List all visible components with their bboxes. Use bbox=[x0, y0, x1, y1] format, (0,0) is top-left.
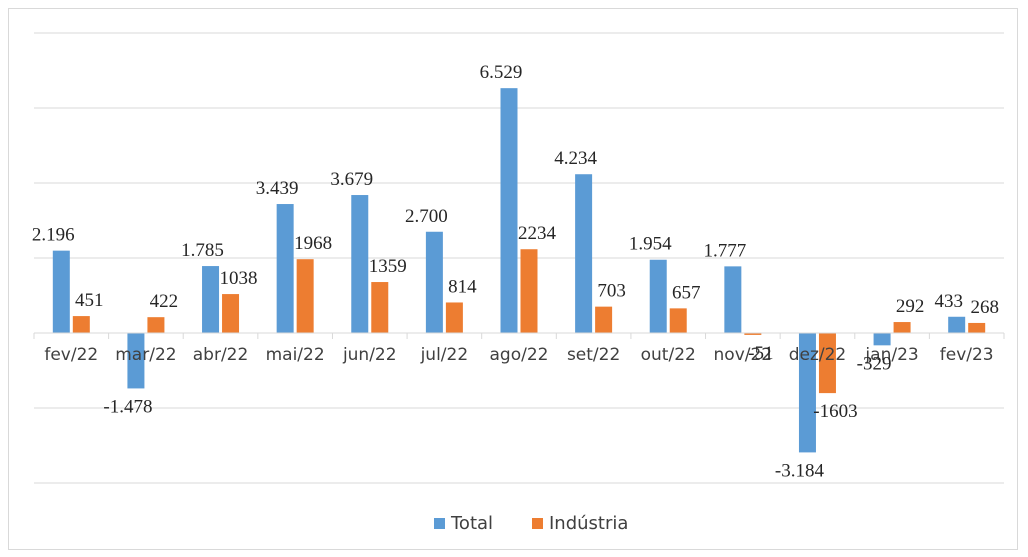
label-industria-10: -1603 bbox=[813, 401, 857, 422]
bar-industria-6 bbox=[520, 249, 538, 333]
category-label: abr/22 bbox=[193, 345, 249, 365]
data-labels: 2.196 451 -1.478 422 1.785 1038 3.439 1968 3.679… bbox=[32, 62, 999, 481]
bar-industria-0 bbox=[72, 316, 90, 333]
label-total-8: 1.954 bbox=[629, 234, 672, 255]
category-label: fev/23 bbox=[940, 345, 994, 365]
label-total-1: -1.478 bbox=[103, 396, 152, 417]
label-industria-6: 2234 bbox=[518, 223, 557, 244]
label-industria-4: 1359 bbox=[369, 256, 407, 277]
bar-total-3 bbox=[276, 204, 294, 333]
category-label: nov/22 bbox=[714, 345, 773, 365]
gridlines bbox=[34, 32, 1004, 484]
bar-industria-2 bbox=[222, 294, 240, 333]
label-industria-7: 703 bbox=[597, 281, 626, 302]
label-industria-8: 657 bbox=[672, 282, 701, 303]
legend-swatch bbox=[532, 518, 543, 529]
legend-label: Indústria bbox=[549, 513, 628, 534]
label-industria-2: 1038 bbox=[220, 268, 258, 289]
bars bbox=[52, 88, 986, 453]
bar-total-2 bbox=[202, 266, 220, 333]
label-total-9: 1.777 bbox=[703, 240, 746, 261]
label-total-10: -3.184 bbox=[775, 460, 825, 481]
category-label: set/22 bbox=[567, 345, 620, 365]
bar-total-7 bbox=[575, 174, 593, 333]
label-total-3: 3.439 bbox=[256, 178, 299, 199]
label-total-12: 433 bbox=[934, 291, 963, 312]
label-industria-5: 814 bbox=[448, 276, 477, 297]
bar-total-4 bbox=[351, 195, 369, 333]
bar-total-10 bbox=[798, 333, 816, 453]
legend-label: Total bbox=[450, 513, 493, 534]
label-industria-1: 422 bbox=[150, 291, 179, 312]
label-total-7: 4.234 bbox=[554, 148, 597, 169]
chart-frame: fev/22 mar/22 abr/22 mai/22 jun/22 jul/22 ago/… bbox=[8, 8, 1018, 550]
label-industria-12: 268 bbox=[970, 297, 999, 318]
category-label: dez/22 bbox=[789, 345, 847, 365]
category-label: mar/22 bbox=[115, 345, 176, 365]
x-axis: fev/22 mar/22 abr/22 mai/22 jun/22 jul/22 ago/… bbox=[33, 332, 1005, 365]
label-total-11: -329 bbox=[857, 353, 892, 374]
label-industria-9: -51 bbox=[748, 343, 773, 364]
bar-industria-4 bbox=[371, 282, 389, 333]
bar-total-6 bbox=[500, 88, 518, 333]
label-total-6: 6.529 bbox=[480, 62, 523, 83]
label-total-0: 2.196 bbox=[32, 225, 75, 246]
bar-chart: fev/22 mar/22 abr/22 mai/22 jun/22 jul/22 ago/… bbox=[32, 32, 1005, 534]
category-label: jan/23 bbox=[864, 345, 918, 365]
category-label: fev/22 bbox=[44, 345, 98, 365]
legend-swatch bbox=[434, 518, 445, 529]
bar-total-11 bbox=[873, 333, 891, 346]
category-label: jun/22 bbox=[342, 345, 397, 365]
bar-total-8 bbox=[649, 259, 667, 333]
category-label: mai/22 bbox=[266, 345, 325, 365]
bar-total-5 bbox=[425, 231, 443, 333]
bar-total-0 bbox=[52, 250, 70, 333]
bar-total-12 bbox=[948, 316, 966, 333]
bar-industria-12 bbox=[968, 322, 986, 333]
bar-total-1 bbox=[127, 333, 145, 389]
bar-industria-3 bbox=[296, 259, 314, 333]
bar-industria-10 bbox=[818, 333, 836, 394]
bar-industria-8 bbox=[669, 308, 687, 333]
category-label: jul/22 bbox=[420, 345, 469, 365]
label-industria-11: 292 bbox=[896, 296, 925, 317]
label-total-2: 1.785 bbox=[181, 240, 224, 261]
label-total-5: 2.700 bbox=[405, 206, 448, 227]
bar-industria-1 bbox=[147, 317, 165, 333]
label-industria-3: 1968 bbox=[294, 233, 332, 254]
bar-total-9 bbox=[724, 266, 742, 333]
legend: Total Indústria bbox=[434, 513, 628, 534]
bar-industria-11 bbox=[893, 322, 911, 333]
bar-industria-7 bbox=[595, 306, 613, 333]
label-industria-0: 451 bbox=[75, 290, 104, 311]
bar-industria-9 bbox=[744, 333, 762, 335]
label-total-4: 3.679 bbox=[330, 169, 373, 190]
category-label: ago/22 bbox=[490, 345, 549, 365]
category-label: out/22 bbox=[641, 345, 696, 365]
bar-industria-5 bbox=[445, 302, 463, 333]
